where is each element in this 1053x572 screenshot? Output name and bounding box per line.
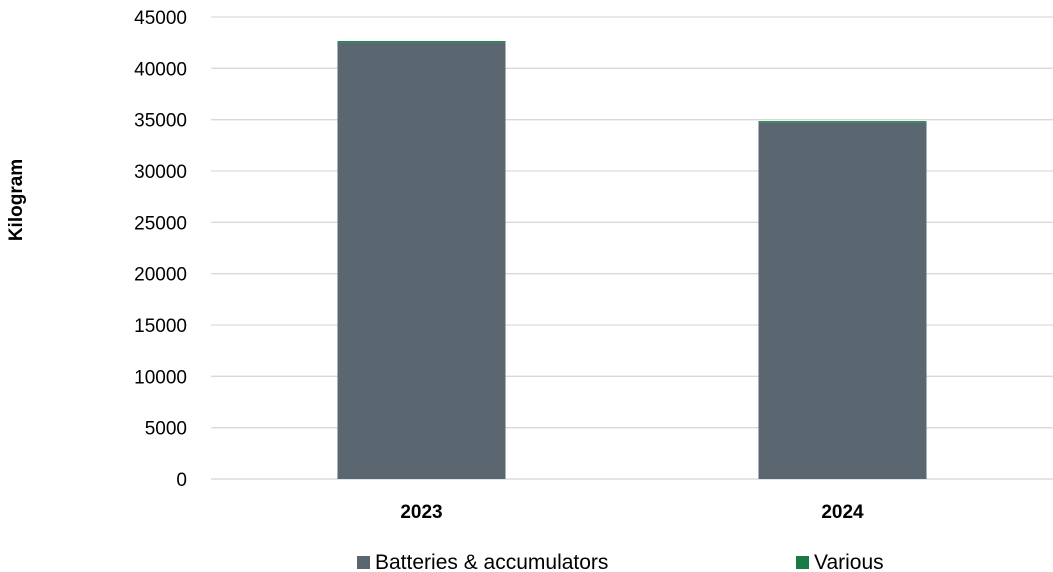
y-tick-label: 30000 — [134, 162, 187, 183]
y-axis-tick-labels: 0 5000 10000 15000 20000 25000 30000 35000 40000… — [134, 8, 187, 491]
x-tick-label: 2024 — [821, 502, 864, 523]
bar-batteries-accumulators-2024 — [758, 122, 927, 479]
bars — [337, 41, 927, 480]
y-tick-label: 45000 — [134, 8, 187, 29]
y-tick-label: 40000 — [134, 59, 187, 80]
legend-label: Batteries & accumulators — [375, 551, 608, 572]
bar-batteries-accumulators-2023 — [337, 42, 506, 480]
legend-swatch — [796, 556, 809, 569]
x-tick-label: 2023 — [400, 502, 442, 523]
legend: Batteries & accumulators Various — [357, 551, 884, 572]
gridlines — [211, 16, 1053, 480]
y-tick-label: 25000 — [134, 213, 187, 234]
y-tick-label: 0 — [176, 470, 187, 491]
y-tick-label: 35000 — [134, 111, 187, 132]
y-tick-label: 20000 — [134, 265, 187, 286]
legend-swatch — [357, 556, 370, 569]
y-tick-label: 10000 — [134, 367, 187, 388]
legend-label: Various — [814, 551, 884, 572]
y-tick-label: 5000 — [145, 419, 187, 440]
bar-various-2024 — [758, 121, 927, 123]
bar-various-2023 — [337, 41, 506, 43]
y-tick-label: 15000 — [134, 316, 187, 337]
y-axis-title: Kilogram — [6, 159, 27, 241]
x-axis-tick-labels: 2023 2024 — [400, 502, 864, 523]
